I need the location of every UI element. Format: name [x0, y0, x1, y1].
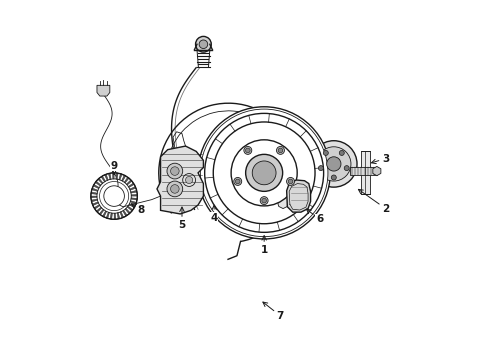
Polygon shape — [125, 208, 130, 214]
Polygon shape — [91, 196, 97, 198]
Circle shape — [287, 179, 292, 184]
Polygon shape — [92, 188, 98, 192]
Text: 7: 7 — [263, 302, 284, 321]
Circle shape — [286, 177, 294, 185]
Circle shape — [326, 157, 340, 171]
Polygon shape — [130, 201, 136, 204]
Circle shape — [316, 147, 350, 181]
Circle shape — [198, 107, 329, 239]
Polygon shape — [128, 183, 134, 188]
Polygon shape — [99, 209, 104, 215]
Circle shape — [245, 154, 282, 192]
Polygon shape — [114, 213, 116, 219]
Polygon shape — [106, 212, 109, 219]
Polygon shape — [126, 180, 132, 185]
Polygon shape — [102, 211, 106, 217]
Circle shape — [231, 140, 297, 206]
Polygon shape — [120, 212, 123, 218]
Circle shape — [195, 36, 211, 52]
Polygon shape — [92, 202, 98, 206]
Circle shape — [310, 141, 356, 187]
Polygon shape — [131, 194, 137, 196]
Polygon shape — [129, 186, 136, 190]
Bar — [360, 152, 369, 194]
Polygon shape — [157, 146, 203, 214]
Polygon shape — [286, 180, 310, 212]
Circle shape — [331, 175, 336, 180]
Circle shape — [276, 147, 284, 154]
Circle shape — [166, 181, 183, 197]
Polygon shape — [122, 175, 125, 181]
Polygon shape — [122, 210, 127, 216]
Circle shape — [339, 150, 344, 156]
Circle shape — [261, 198, 266, 203]
Text: 8: 8 — [131, 204, 144, 215]
Bar — [349, 167, 376, 175]
Polygon shape — [93, 184, 99, 189]
Polygon shape — [91, 199, 97, 202]
Circle shape — [260, 197, 267, 204]
Circle shape — [204, 113, 323, 232]
Polygon shape — [104, 174, 108, 180]
Text: 9: 9 — [110, 161, 118, 175]
Circle shape — [91, 173, 137, 219]
Polygon shape — [127, 206, 133, 211]
Text: 2: 2 — [358, 189, 388, 213]
Text: 6: 6 — [306, 209, 323, 224]
Circle shape — [233, 177, 241, 185]
Polygon shape — [277, 182, 287, 208]
Text: 1: 1 — [260, 236, 267, 255]
Polygon shape — [117, 213, 120, 219]
Polygon shape — [131, 198, 137, 200]
Circle shape — [244, 147, 251, 154]
Polygon shape — [124, 177, 129, 183]
Circle shape — [213, 122, 314, 224]
Polygon shape — [372, 166, 380, 176]
Circle shape — [278, 148, 282, 153]
Polygon shape — [119, 174, 122, 180]
Polygon shape — [108, 173, 111, 179]
Polygon shape — [97, 85, 110, 96]
Polygon shape — [95, 181, 101, 186]
Polygon shape — [98, 178, 103, 184]
Circle shape — [103, 186, 124, 206]
Polygon shape — [91, 192, 97, 194]
Circle shape — [235, 179, 240, 184]
Circle shape — [245, 148, 250, 153]
Polygon shape — [94, 204, 100, 209]
Circle shape — [252, 161, 276, 185]
Polygon shape — [101, 176, 105, 182]
Circle shape — [318, 166, 323, 171]
Circle shape — [200, 109, 327, 237]
Text: 3: 3 — [371, 154, 388, 164]
Polygon shape — [96, 207, 102, 212]
Polygon shape — [130, 190, 137, 193]
Circle shape — [170, 185, 179, 193]
Polygon shape — [112, 173, 114, 179]
Circle shape — [170, 167, 179, 175]
Text: 5: 5 — [178, 207, 185, 230]
Polygon shape — [116, 173, 118, 179]
Text: 4: 4 — [210, 205, 217, 222]
Circle shape — [185, 176, 192, 184]
Polygon shape — [110, 213, 112, 219]
Polygon shape — [129, 203, 135, 208]
Circle shape — [323, 150, 327, 156]
Circle shape — [166, 163, 183, 179]
Circle shape — [344, 166, 348, 171]
Circle shape — [199, 40, 207, 49]
